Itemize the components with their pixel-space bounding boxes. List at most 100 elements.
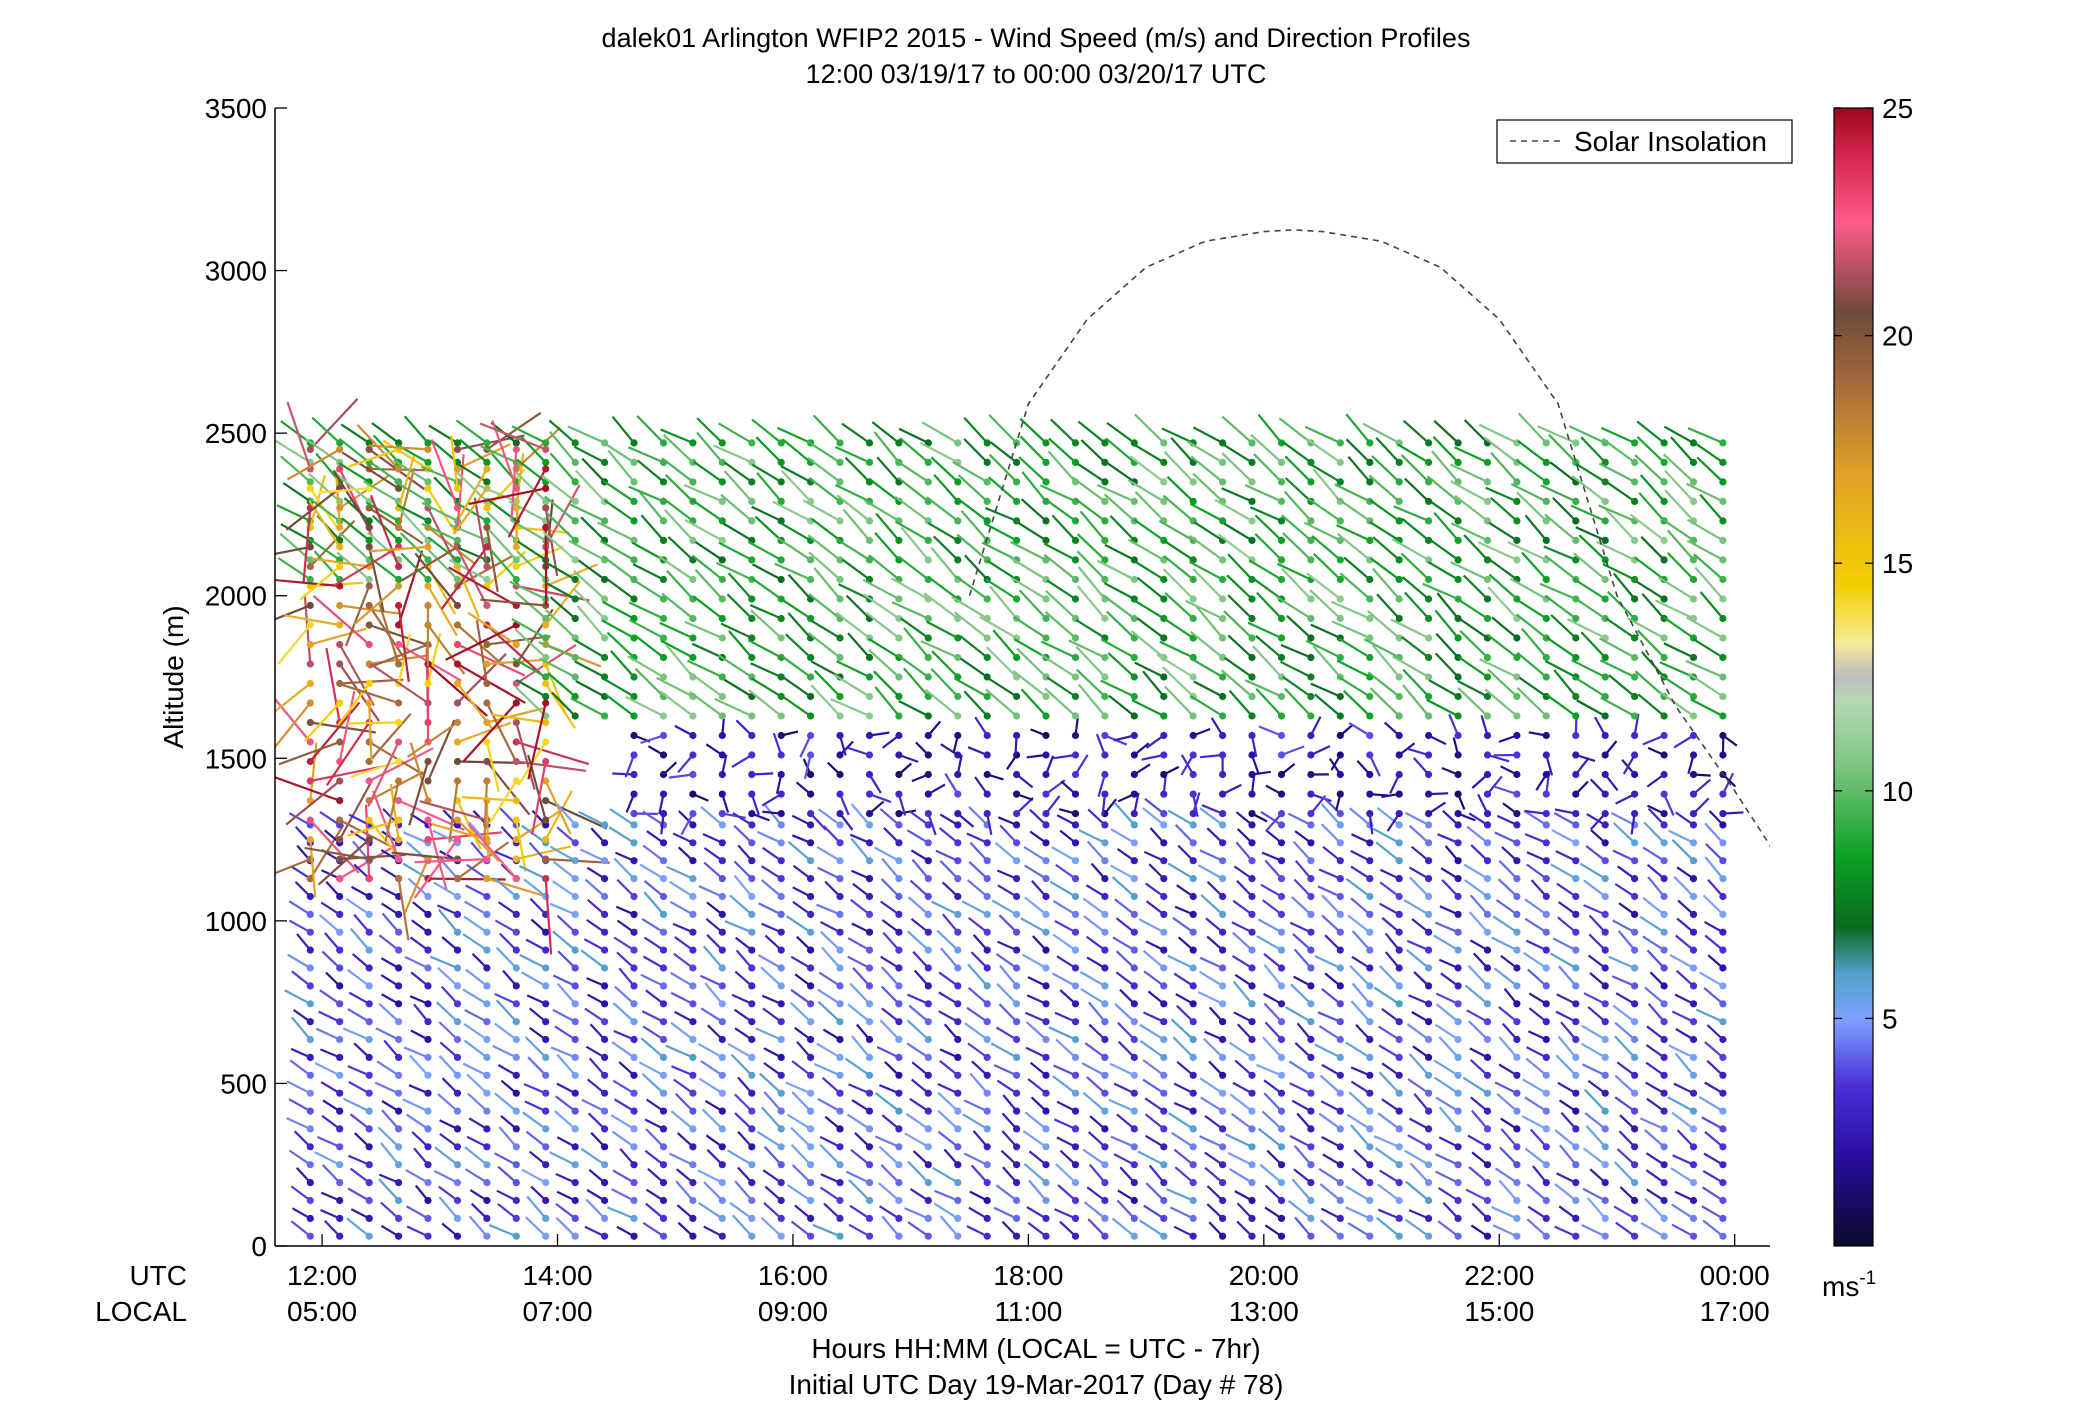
wind-barb xyxy=(1435,1096,1459,1113)
wind-barb-dot xyxy=(777,946,785,954)
wind-barb-dot xyxy=(1336,946,1344,954)
wind-barb xyxy=(288,900,311,916)
wind-barb-dot xyxy=(1366,857,1374,865)
wind-barb xyxy=(763,1146,783,1166)
wind-barb-dot xyxy=(954,964,962,972)
wind-barb-dot xyxy=(777,982,785,990)
wind-barb xyxy=(397,633,412,684)
wind-barb-dot xyxy=(1013,946,1021,954)
wind-barb-dot xyxy=(365,575,373,584)
wind-barb-dot xyxy=(424,836,432,844)
wind-barb-dot xyxy=(983,1089,991,1097)
wind-barb-dot xyxy=(1395,821,1403,829)
wind-barb-dot xyxy=(1719,712,1727,720)
wind-barb-dot xyxy=(306,640,314,649)
wind-barb-dot xyxy=(1160,946,1168,954)
wind-barb-dot xyxy=(1689,692,1698,701)
wind-barb xyxy=(1170,437,1195,464)
wind-barb-dot xyxy=(1483,1161,1492,1169)
wind-barb xyxy=(665,569,694,600)
colorbar-tick-label: 5 xyxy=(1882,1003,1898,1034)
wind-barb xyxy=(630,577,665,600)
wind-barb-dot xyxy=(1395,910,1403,919)
wind-barb xyxy=(1431,450,1459,483)
wind-barb xyxy=(1379,965,1400,987)
wind-barb-dot xyxy=(1366,1196,1374,1205)
wind-barb-dot xyxy=(1042,1071,1050,1079)
wind-barb-dot xyxy=(1425,810,1433,818)
wind-barb-dot xyxy=(1395,1214,1403,1222)
wind-barb xyxy=(1675,934,1695,951)
wind-barb-dot xyxy=(1689,497,1698,505)
wind-barb xyxy=(1524,1147,1547,1166)
wind-barb xyxy=(970,1164,989,1184)
wind-barb-dot xyxy=(483,757,491,766)
wind-barb xyxy=(1701,1205,1724,1220)
wind-barb-dot xyxy=(1307,673,1315,681)
wind-barb xyxy=(938,971,959,987)
wind-barb xyxy=(1068,639,1106,659)
wind-barb xyxy=(762,1007,782,1023)
wind-barb-dot xyxy=(718,673,726,681)
wind-barb-dot xyxy=(954,1107,962,1115)
wind-barb-dot xyxy=(453,910,462,919)
wind-barb xyxy=(868,648,900,678)
colorbar-unit-exponent: -1 xyxy=(1859,1268,1876,1289)
wind-barb xyxy=(1156,653,1194,678)
wind-barb xyxy=(421,501,458,522)
wind-barb xyxy=(1580,631,1607,659)
wind-barb-dot xyxy=(601,1107,609,1115)
wind-barb-dot xyxy=(1248,517,1256,525)
wind-barb-dot xyxy=(1189,1232,1197,1240)
wind-barb-dot xyxy=(512,1089,520,1097)
wind-barb-dot xyxy=(689,1107,697,1115)
wind-barb xyxy=(803,754,812,779)
wind-barb xyxy=(873,670,900,698)
wind-barb xyxy=(734,1112,753,1130)
wind-barb xyxy=(810,619,841,639)
wind-barb xyxy=(1645,1061,1665,1077)
wind-barb-dot xyxy=(836,857,844,865)
wind-barb xyxy=(979,616,1018,639)
wind-barb-dot xyxy=(1660,478,1668,486)
wind-barb-dot xyxy=(1542,1214,1550,1222)
wind-barb xyxy=(723,461,753,483)
wind-barb-dot xyxy=(424,1161,432,1169)
wind-barb-dot xyxy=(1130,982,1138,990)
wind-barb-dot xyxy=(1042,839,1050,847)
wind-barb-dot xyxy=(1454,964,1462,972)
wind-barb-dot xyxy=(954,1071,962,1079)
wind-barb xyxy=(381,912,400,933)
wind-barb xyxy=(1584,1112,1606,1130)
wind-barb xyxy=(383,1039,400,1059)
wind-barb-dot xyxy=(983,1035,991,1044)
wind-barb-dot xyxy=(542,875,550,883)
wind-barb-dot xyxy=(748,1196,756,1205)
wind-barb xyxy=(1667,552,1695,581)
wind-barb xyxy=(818,971,841,987)
wind-barb-dot xyxy=(365,1000,373,1008)
wind-barb-dot xyxy=(1101,478,1109,486)
wind-barb xyxy=(338,531,370,561)
wind-barb-dot xyxy=(954,1232,962,1240)
wind-barb xyxy=(762,1169,782,1184)
wind-barb-dot xyxy=(836,1089,844,1097)
wind-barb-dot xyxy=(777,575,785,584)
y-tick-label: 0 xyxy=(251,1231,267,1262)
wind-barb-dot xyxy=(1395,692,1403,701)
wind-barb-dot xyxy=(601,1214,609,1222)
wind-barb xyxy=(1487,586,1518,620)
wind-barb xyxy=(1687,427,1724,444)
wind-barb-dot xyxy=(365,1196,373,1205)
wind-barb-dot xyxy=(924,857,932,865)
wind-barb-dot xyxy=(395,1018,403,1026)
wind-barb xyxy=(1627,617,1665,639)
wind-barb-dot xyxy=(748,1089,756,1097)
wind-barb-dot xyxy=(424,718,432,727)
wind-barb-dot xyxy=(865,1232,874,1240)
wind-barb xyxy=(610,650,635,678)
wind-barb xyxy=(515,679,547,698)
wind-barb xyxy=(1401,576,1430,600)
wind-barb xyxy=(1376,593,1401,620)
wind-barb xyxy=(1164,685,1194,717)
